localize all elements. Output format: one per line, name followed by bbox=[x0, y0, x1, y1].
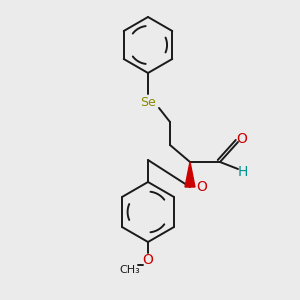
Text: H: H bbox=[238, 165, 248, 179]
Text: O: O bbox=[237, 132, 248, 146]
Polygon shape bbox=[185, 162, 195, 187]
Text: O: O bbox=[196, 180, 207, 194]
Text: O: O bbox=[142, 253, 153, 267]
Text: Se: Se bbox=[140, 95, 156, 109]
Text: CH₃: CH₃ bbox=[120, 265, 140, 275]
